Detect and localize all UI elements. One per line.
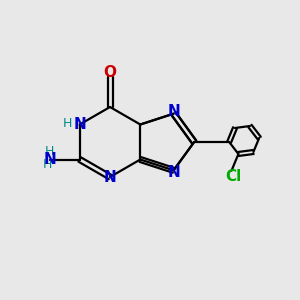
Text: H: H bbox=[43, 158, 52, 171]
Text: H: H bbox=[62, 117, 72, 130]
Text: H: H bbox=[45, 145, 54, 158]
Text: N: N bbox=[103, 169, 116, 184]
Text: N: N bbox=[167, 104, 180, 119]
Text: N: N bbox=[73, 117, 86, 132]
Text: O: O bbox=[103, 65, 116, 80]
Text: Cl: Cl bbox=[225, 169, 242, 184]
Text: N: N bbox=[167, 165, 180, 180]
Text: N: N bbox=[43, 152, 56, 167]
